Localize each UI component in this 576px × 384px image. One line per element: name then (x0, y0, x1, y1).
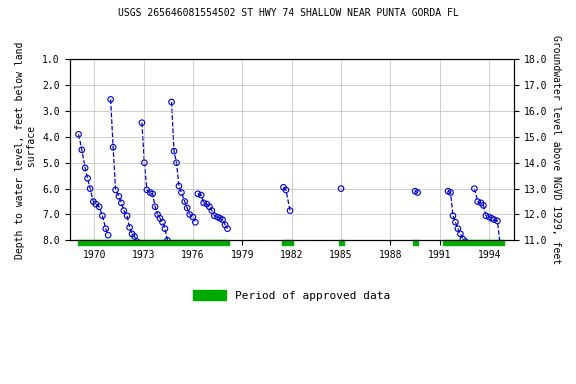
Point (77, 147, 86, 153)
Point (215, 215, 225, 222)
Point (167, 99, 176, 105)
Point (444, 188, 453, 194)
Point (448, 213, 457, 219)
Point (160, 226, 169, 232)
Y-axis label: Depth to water level, feet below land
 surface: Depth to water level, feet below land su… (15, 41, 37, 258)
Point (89, 199, 98, 205)
Bar (443, 240, 504, 245)
Legend: Period of approved data: Period of approved data (188, 286, 395, 305)
Point (336, 185, 346, 192)
Point (279, 184, 288, 190)
Point (456, 231, 465, 237)
Point (148, 191, 157, 197)
Point (104, 232, 113, 238)
Point (413, 189, 422, 195)
Point (163, 237, 172, 243)
Point (451, 219, 460, 225)
Point (458, 236, 468, 242)
Point (281, 187, 290, 193)
Point (199, 200, 209, 206)
Point (177, 189, 186, 195)
Point (218, 217, 227, 223)
Point (479, 202, 488, 209)
Point (111, 187, 120, 193)
Point (191, 219, 200, 225)
Point (98, 213, 107, 219)
Point (74, 131, 83, 137)
Point (223, 226, 232, 232)
Point (153, 212, 162, 218)
Text: USGS 265646081554502 ST HWY 74 SHALLOW NEAR PUNTA GORDA FL: USGS 265646081554502 ST HWY 74 SHALLOW N… (118, 8, 458, 18)
Point (142, 187, 151, 193)
Point (453, 226, 463, 232)
Point (85, 185, 94, 192)
Point (140, 160, 149, 166)
Point (461, 238, 470, 245)
Point (172, 160, 181, 166)
Point (108, 144, 118, 150)
Point (476, 200, 486, 206)
Point (183, 205, 192, 211)
Point (185, 212, 194, 218)
Point (207, 207, 217, 214)
Point (114, 193, 123, 199)
Point (146, 189, 155, 195)
Point (411, 188, 420, 194)
Bar (78, 240, 229, 245)
Point (101, 226, 111, 232)
Point (127, 231, 137, 237)
Point (130, 233, 139, 240)
Point (180, 199, 190, 205)
Point (83, 175, 92, 181)
Point (482, 213, 491, 219)
Point (490, 217, 499, 223)
Point (487, 215, 497, 222)
Point (137, 120, 146, 126)
Point (117, 200, 126, 206)
Point (213, 214, 222, 220)
Point (463, 241, 472, 247)
Point (119, 207, 128, 214)
Point (188, 214, 198, 220)
Point (169, 148, 179, 154)
Point (156, 215, 165, 222)
Point (286, 207, 295, 214)
Point (196, 192, 206, 198)
Point (446, 189, 455, 195)
Point (473, 199, 482, 205)
Point (493, 218, 502, 224)
Bar (412, 240, 418, 245)
Point (470, 185, 479, 192)
Point (158, 219, 167, 225)
Point (81, 165, 90, 171)
Point (194, 191, 203, 197)
Point (125, 224, 134, 230)
Y-axis label: Groundwater level above NGVD 1929, feet: Groundwater level above NGVD 1929, feet (551, 35, 561, 265)
Point (91, 201, 100, 207)
Point (205, 204, 214, 210)
Point (495, 240, 505, 246)
Point (210, 213, 219, 219)
Point (132, 238, 142, 245)
Point (150, 204, 160, 210)
Point (123, 213, 132, 219)
Point (484, 214, 494, 220)
Bar (282, 240, 293, 245)
Point (106, 96, 115, 103)
Point (135, 241, 144, 247)
Point (94, 204, 104, 210)
Point (175, 183, 184, 189)
Point (221, 222, 230, 228)
Point (202, 201, 211, 207)
Bar (339, 240, 343, 245)
